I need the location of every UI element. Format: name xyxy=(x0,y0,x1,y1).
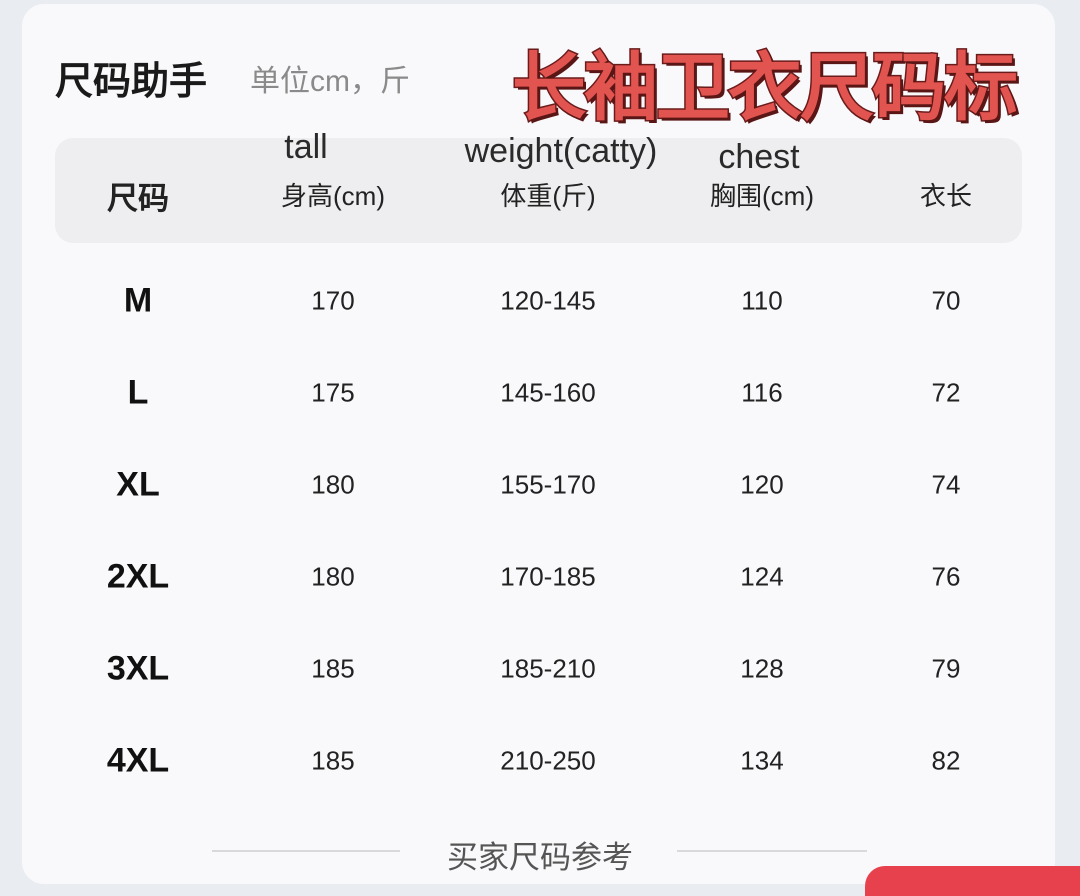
cell-chest: 124 xyxy=(740,561,784,592)
cell-size: 3XL xyxy=(106,649,170,688)
unit-note: 单位cm，斤 xyxy=(250,65,410,98)
divider-left xyxy=(212,850,400,852)
cell-weight: 170-185 xyxy=(500,561,596,592)
label-weight: weight(catty) xyxy=(464,132,658,170)
cell-length: 70 xyxy=(931,285,961,316)
cell-height: 180 xyxy=(311,469,355,500)
cell-chest: 128 xyxy=(740,653,784,684)
cell-weight: 185-210 xyxy=(500,653,596,684)
cell-length: 76 xyxy=(931,561,961,592)
cell-weight: 120-145 xyxy=(500,285,596,316)
column-header-length: 衣长 xyxy=(919,181,973,211)
label-tall: tall xyxy=(284,128,328,166)
cell-weight: 210-250 xyxy=(500,745,596,776)
cell-length: 82 xyxy=(931,745,961,776)
cell-height: 185 xyxy=(311,745,355,776)
cell-size: XL xyxy=(116,465,160,504)
cell-length: 79 xyxy=(931,653,961,684)
cell-chest: 116 xyxy=(741,377,783,408)
cell-size: L xyxy=(127,373,149,412)
cell-length: 72 xyxy=(931,377,961,408)
cell-size: 4XL xyxy=(106,741,170,780)
cell-chest: 120 xyxy=(740,469,784,500)
page-title: 尺码助手 xyxy=(55,61,208,103)
column-header-height: 身高(cm) xyxy=(281,181,385,211)
cell-length: 74 xyxy=(931,469,961,500)
cell-height: 175 xyxy=(311,377,355,408)
overlay-title: 长袖卫衣尺码标 xyxy=(511,45,1020,131)
cell-chest: 134 xyxy=(740,745,784,776)
label-chest: chest xyxy=(718,138,800,176)
cell-weight: 155-170 xyxy=(500,469,596,500)
buyer-size-reference-title: 买家尺码参考 xyxy=(447,840,633,875)
cell-height: 180 xyxy=(311,561,355,592)
cell-height: 185 xyxy=(311,653,355,684)
divider-right xyxy=(677,850,867,852)
cell-chest: 110 xyxy=(741,285,783,316)
cell-height: 170 xyxy=(311,285,355,316)
cell-weight: 145-160 xyxy=(500,377,596,408)
cell-size: 2XL xyxy=(106,557,170,596)
table-header xyxy=(55,138,1022,243)
cell-size: M xyxy=(123,281,153,320)
column-header-chest: 胸围(cm) xyxy=(710,181,814,211)
column-header-weight: 体重(斤) xyxy=(500,181,596,211)
action-button[interactable] xyxy=(865,866,1080,896)
column-header-size: 尺码 xyxy=(107,181,169,216)
